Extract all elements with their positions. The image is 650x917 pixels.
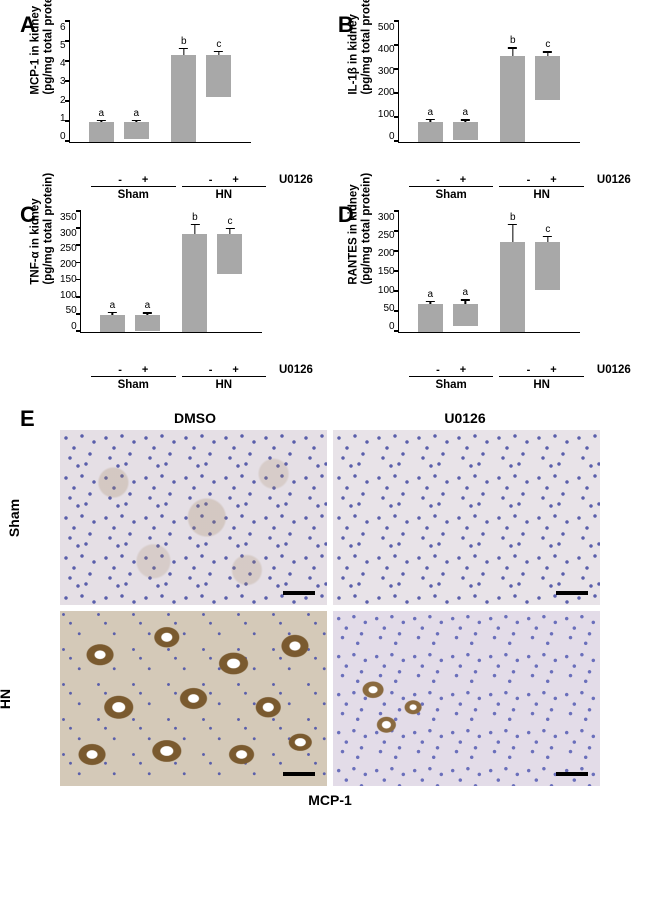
scale-bar [556, 772, 588, 776]
treatment-label: U0126 [597, 364, 631, 376]
histology-img-hn-u0126 [333, 611, 600, 786]
chart-area: TNF-α in kidney(pg/mg total protein)3503… [42, 210, 313, 385]
row-label-sham: Sham [6, 499, 22, 537]
bar: b [182, 234, 207, 332]
chart-area: RANTES in kidney(pg/mg total protein)300… [360, 210, 631, 385]
significance-letter: b [181, 36, 187, 47]
treatment-label: U0126 [279, 364, 313, 376]
histology-grid: DMSO U0126 Sham HN [60, 410, 630, 808]
bar: a [418, 304, 443, 332]
stain-label: MCP-1 [60, 792, 600, 808]
bar: b [500, 242, 525, 332]
histology-img-sham-dmso [60, 430, 327, 605]
bar: a [418, 122, 443, 142]
panel-E: E DMSO U0126 Sham HN [20, 410, 630, 808]
significance-letter: b [510, 35, 516, 46]
panel-A: AMCP-1 in kidney(pg/mg total protein)654… [20, 20, 313, 195]
bar: a [453, 122, 478, 140]
x-axis-ticks: -+-+ [80, 174, 277, 186]
x-axis-groups: ShamHN [80, 376, 277, 391]
panels-a-to-d-grid: AMCP-1 in kidney(pg/mg total protein)654… [20, 20, 630, 385]
bar: a [124, 122, 149, 139]
significance-letter: a [428, 289, 434, 300]
row-label-hn: HN [0, 689, 13, 709]
plot-area: aabc [398, 20, 580, 143]
bar: a [100, 315, 125, 332]
histology-row-sham: Sham [60, 430, 630, 605]
x-axis-groups: ShamHN [398, 186, 595, 201]
significance-letter: c [227, 216, 232, 227]
plot-area: aabc [398, 210, 580, 333]
col-header-dmso: DMSO [60, 410, 330, 426]
treatment-label: U0126 [597, 174, 631, 186]
x-axis-groups: ShamHN [398, 376, 595, 391]
significance-letter: b [192, 212, 198, 223]
bar: c [217, 234, 242, 273]
treatment-label: U0126 [279, 174, 313, 186]
histology-col-headers: DMSO U0126 [60, 410, 600, 426]
panel-B: BIL-1β in kidney(pg/mg total protein)500… [338, 20, 631, 195]
significance-letter: c [545, 39, 550, 50]
panel-C: CTNF-α in kidney(pg/mg total protein)350… [20, 210, 313, 385]
histology-img-hn-dmso [60, 611, 327, 786]
scale-bar [556, 591, 588, 595]
panel-label-E: E [20, 406, 35, 432]
bar: c [206, 55, 231, 97]
bar: a [89, 122, 114, 142]
scale-bar [283, 591, 315, 595]
histology-img-sham-u0126 [333, 430, 600, 605]
bar: c [535, 242, 560, 290]
x-axis-ticks: -+-+ [398, 174, 595, 186]
bar: b [500, 56, 525, 142]
histology-rows: Sham HN [60, 430, 630, 786]
significance-letter: a [463, 287, 469, 298]
significance-letter: b [510, 212, 516, 223]
significance-letter: a [145, 300, 151, 311]
chart-area: MCP-1 in kidney(pg/mg total protein)6543… [42, 20, 313, 195]
histology-row-hn: HN [60, 611, 630, 786]
bar: b [171, 55, 196, 142]
x-axis-ticks: -+-+ [80, 364, 277, 376]
plot-area: aabc [80, 210, 262, 333]
x-axis-ticks: -+-+ [398, 364, 595, 376]
bar: a [135, 315, 160, 331]
significance-letter: a [110, 300, 116, 311]
significance-letter: c [545, 224, 550, 235]
significance-letter: a [428, 107, 434, 118]
col-header-u0126: U0126 [330, 410, 600, 426]
x-axis-groups: ShamHN [80, 186, 277, 201]
plot-area: aabc [69, 20, 251, 143]
bar: c [535, 56, 560, 100]
significance-letter: a [134, 108, 140, 119]
scale-bar [283, 772, 315, 776]
significance-letter: a [463, 107, 469, 118]
chart-area: IL-1β in kidney(pg/mg total protein)5004… [360, 20, 631, 195]
significance-letter: a [99, 108, 105, 119]
panel-D: DRANTES in kidney(pg/mg total protein)30… [338, 210, 631, 385]
figure-container: AMCP-1 in kidney(pg/mg total protein)654… [20, 20, 630, 808]
significance-letter: c [216, 39, 221, 50]
bar: a [453, 304, 478, 326]
